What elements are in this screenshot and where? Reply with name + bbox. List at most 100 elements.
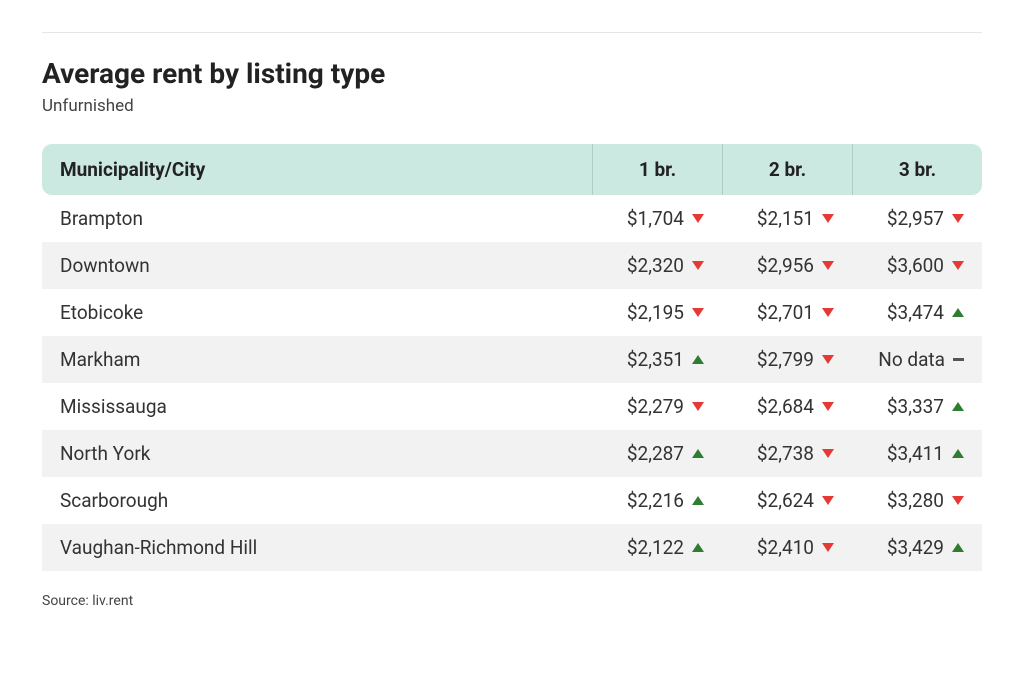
table-row: Etobicoke $2,195 $2,701 $3,474	[42, 289, 982, 336]
value-text: $2,351	[610, 348, 684, 371]
value-cell: $2,957	[852, 195, 982, 242]
trend-none-icon	[953, 358, 964, 361]
value-cell: $2,738	[722, 430, 852, 477]
col-2br: 2 br.	[722, 144, 852, 195]
trend-down-icon	[952, 261, 964, 270]
value-text: No data	[870, 348, 945, 371]
value-cell: No data	[852, 336, 982, 383]
value-text: $2,624	[740, 489, 814, 512]
value-cell: $2,701	[722, 289, 852, 336]
municipality-cell: North York	[42, 430, 592, 477]
value-cell: $2,320	[592, 242, 722, 289]
value-text: $2,684	[740, 395, 814, 418]
trend-down-icon	[822, 214, 834, 223]
value-cell: $2,684	[722, 383, 852, 430]
value-wrap: No data	[870, 348, 964, 371]
value-wrap: $1,704	[610, 207, 704, 230]
value-wrap: $3,600	[870, 254, 964, 277]
rent-table: Municipality/City 1 br. 2 br. 3 br. Bram…	[42, 144, 982, 571]
trend-down-icon	[692, 261, 704, 270]
value-wrap: $2,957	[870, 207, 964, 230]
value-wrap: $2,320	[610, 254, 704, 277]
table-row: Vaughan-Richmond Hill $2,122 $2,410 $3,429	[42, 524, 982, 571]
municipality-cell: Markham	[42, 336, 592, 383]
municipality-cell: Scarborough	[42, 477, 592, 524]
municipality-cell: Downtown	[42, 242, 592, 289]
value-cell: $2,122	[592, 524, 722, 571]
trend-down-icon	[692, 214, 704, 223]
value-text: $2,701	[740, 301, 814, 324]
value-cell: $1,704	[592, 195, 722, 242]
table-row: Scarborough $2,216 $2,624 $3,280	[42, 477, 982, 524]
trend-up-icon	[692, 496, 704, 505]
value-wrap: $2,151	[740, 207, 834, 230]
value-cell: $2,287	[592, 430, 722, 477]
trend-up-icon	[952, 543, 964, 552]
value-wrap: $3,411	[870, 442, 964, 465]
value-wrap: $3,280	[870, 489, 964, 512]
value-cell: $3,411	[852, 430, 982, 477]
trend-down-icon	[822, 355, 834, 364]
value-cell: $2,410	[722, 524, 852, 571]
col-3br: 3 br.	[852, 144, 982, 195]
value-wrap: $2,122	[610, 536, 704, 559]
value-text: $2,279	[610, 395, 684, 418]
value-cell: $2,279	[592, 383, 722, 430]
municipality-cell: Vaughan-Richmond Hill	[42, 524, 592, 571]
trend-up-icon	[692, 355, 704, 364]
value-text: $2,956	[740, 254, 814, 277]
value-wrap: $2,701	[740, 301, 834, 324]
table-row: Downtown $2,320 $2,956 $3,600	[42, 242, 982, 289]
value-wrap: $2,956	[740, 254, 834, 277]
value-wrap: $2,684	[740, 395, 834, 418]
municipality-cell: Etobicoke	[42, 289, 592, 336]
value-text: $2,122	[610, 536, 684, 559]
value-wrap: $2,410	[740, 536, 834, 559]
trend-down-icon	[822, 261, 834, 270]
value-cell: $3,337	[852, 383, 982, 430]
trend-up-icon	[692, 449, 704, 458]
value-wrap: $3,429	[870, 536, 964, 559]
col-municipality: Municipality/City	[42, 144, 592, 195]
value-text: $2,957	[870, 207, 944, 230]
value-text: $2,738	[740, 442, 814, 465]
page-subtitle: Unfurnished	[42, 96, 982, 116]
value-cell: $3,474	[852, 289, 982, 336]
value-cell: $2,624	[722, 477, 852, 524]
trend-down-icon	[692, 308, 704, 317]
value-wrap: $2,279	[610, 395, 704, 418]
value-text: $2,799	[740, 348, 814, 371]
value-cell: $3,429	[852, 524, 982, 571]
value-text: $1,704	[610, 207, 684, 230]
value-wrap: $3,337	[870, 395, 964, 418]
trend-up-icon	[692, 543, 704, 552]
trend-down-icon	[952, 496, 964, 505]
value-wrap: $2,287	[610, 442, 704, 465]
value-text: $2,320	[610, 254, 684, 277]
value-text: $2,216	[610, 489, 684, 512]
page-title: Average rent by listing type	[42, 57, 982, 90]
value-cell: $2,216	[592, 477, 722, 524]
table-row: Mississauga $2,279 $2,684 $3,337	[42, 383, 982, 430]
value-text: $2,151	[740, 207, 814, 230]
value-cell: $3,600	[852, 242, 982, 289]
table-row: Markham $2,351 $2,799 No data	[42, 336, 982, 383]
value-text: $3,280	[870, 489, 944, 512]
value-wrap: $3,474	[870, 301, 964, 324]
municipality-cell: Mississauga	[42, 383, 592, 430]
table-row: Brampton$1,704$2,151$2,957	[42, 195, 982, 242]
trend-down-icon	[822, 402, 834, 411]
trend-up-icon	[952, 308, 964, 317]
value-text: $3,600	[870, 254, 944, 277]
trend-up-icon	[952, 402, 964, 411]
trend-down-icon	[822, 543, 834, 552]
table-body: Brampton$1,704$2,151$2,957Downtown$2,320…	[42, 195, 982, 571]
trend-down-icon	[952, 214, 964, 223]
value-cell: $3,280	[852, 477, 982, 524]
table-header-row: Municipality/City 1 br. 2 br. 3 br.	[42, 144, 982, 195]
value-cell: $2,799	[722, 336, 852, 383]
value-wrap: $2,195	[610, 301, 704, 324]
value-text: $2,195	[610, 301, 684, 324]
trend-down-icon	[822, 496, 834, 505]
value-cell: $2,151	[722, 195, 852, 242]
